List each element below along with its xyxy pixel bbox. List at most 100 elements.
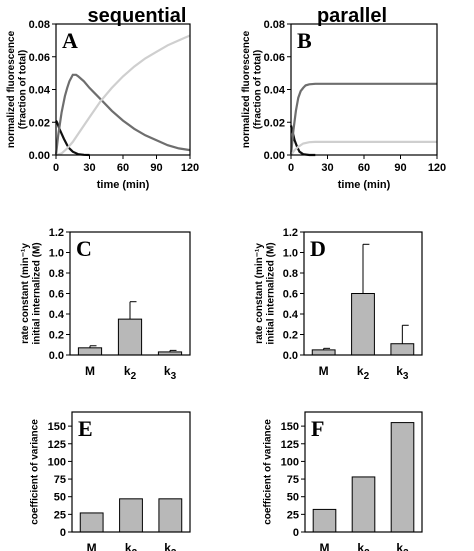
y-tick-label: 125	[281, 439, 299, 451]
y-tick-label: 1.2	[283, 227, 298, 239]
y-tick-label: 25	[287, 509, 299, 521]
y-tick-label: 0.8	[283, 268, 298, 280]
plot-frame	[69, 231, 191, 356]
y-tick-label: 0.0	[283, 350, 298, 362]
category-label-3: k3	[396, 541, 409, 551]
y-tick-label: 0.02	[29, 117, 50, 129]
x-tick-label: 120	[428, 162, 446, 174]
y-tick-label: 50	[287, 492, 299, 504]
category-label-2: k2	[357, 364, 370, 382]
y-tick-label: 0.04	[29, 85, 51, 97]
y-tick-label: 50	[54, 492, 66, 504]
y-tick-label: 0.02	[264, 117, 285, 129]
category-label-main: M	[87, 541, 97, 551]
y-tick-label: 125	[48, 439, 66, 451]
plot-frame	[55, 23, 191, 156]
x-tick-label: 0	[288, 162, 294, 174]
y-tick-label: 1.2	[49, 227, 64, 239]
series-line-1	[55, 120, 90, 157]
category-label-3: k3	[396, 364, 409, 382]
category-label-main: k	[396, 541, 403, 551]
x-tick-label: 60	[117, 162, 129, 174]
category-label-subscript: 2	[131, 371, 137, 382]
plot-frame	[290, 23, 438, 156]
y-tick-label: 0	[60, 527, 66, 539]
y-axis-label-line: coefficient of variance	[263, 419, 274, 525]
x-tick-label: 120	[181, 162, 199, 174]
category-label-subscript: 3	[403, 371, 409, 382]
y-tick-label: 1.0	[49, 248, 64, 260]
y-tick-label: 0.4	[283, 309, 299, 321]
y-axis-label: rate constant (min⁻¹yinitial internalize…	[20, 242, 43, 344]
panel-letter-A: A	[62, 28, 78, 53]
x-axis-label: time (min)	[97, 179, 150, 191]
bar-3	[158, 498, 183, 533]
y-tick-label: 0.08	[264, 19, 285, 31]
category-label-1: M	[87, 541, 97, 551]
category-label-main: k	[164, 364, 171, 378]
y-tick-label: 100	[281, 456, 299, 468]
y-tick-label: 75	[287, 474, 299, 486]
y-axis-label-line: (fraction of total)	[253, 50, 264, 129]
y-axis-label-line: initial internalized (M)	[266, 242, 277, 344]
column-title-sequential: sequential	[88, 5, 187, 27]
y-tick-label: 0.6	[283, 289, 298, 301]
series-line-2	[54, 73, 191, 156]
plot-frame	[304, 411, 423, 533]
category-label-2: k2	[357, 541, 370, 551]
panel-letter-D: D	[310, 236, 326, 261]
y-axis-label: normalized fluorescence(fraction of tota…	[241, 30, 264, 148]
y-tick-label: 0.08	[29, 19, 50, 31]
category-label-subscript: 3	[171, 371, 177, 382]
category-label-main: M	[85, 364, 95, 378]
panel-letter-F: F	[311, 416, 324, 441]
x-tick-label: 90	[394, 162, 406, 174]
column-title-parallel: parallel	[317, 5, 387, 27]
category-label-main: M	[320, 541, 330, 551]
category-label-main: k	[396, 364, 403, 378]
bar-2	[117, 318, 143, 356]
y-tick-label: 0.00	[264, 150, 285, 162]
y-axis-label: rate constant (min⁻¹yinitial internalize…	[254, 242, 277, 344]
plot-frame	[71, 411, 191, 533]
category-label-main: k	[164, 541, 171, 551]
category-label-1: M	[320, 541, 330, 551]
bar-2	[119, 498, 143, 533]
y-tick-label: 0.2	[283, 330, 298, 342]
category-label-3: k3	[164, 364, 177, 382]
x-tick-label: 0	[53, 162, 59, 174]
y-tick-label: 100	[48, 456, 66, 468]
category-label-subscript: 3	[403, 548, 409, 551]
category-label-3: k3	[164, 541, 177, 551]
bar-1	[79, 512, 104, 533]
y-tick-label: 0.06	[29, 52, 50, 64]
series-line-3	[55, 34, 191, 157]
y-tick-label: 25	[54, 509, 66, 521]
y-axis-label: coefficient of variance	[30, 419, 41, 525]
bar-1	[77, 347, 103, 356]
panel-letter-C: C	[76, 236, 92, 261]
x-axis-label: time (min)	[338, 179, 391, 191]
x-tick-label: 60	[358, 162, 370, 174]
bar-1	[311, 349, 336, 356]
y-axis-label-line: coefficient of variance	[30, 419, 41, 525]
category-label-subscript: 2	[364, 371, 370, 382]
y-axis-label-line: rate constant (min⁻¹y	[20, 243, 31, 344]
panel-letter-B: B	[297, 28, 312, 53]
y-axis-label-line: (fraction of total)	[18, 50, 29, 129]
category-label-1: M	[85, 364, 95, 378]
y-axis-label-line: rate constant (min⁻¹y	[254, 243, 265, 344]
category-label-subscript: 2	[364, 548, 370, 551]
y-tick-label: 1.0	[283, 248, 298, 260]
x-tick-label: 30	[83, 162, 95, 174]
category-label-2: k2	[124, 364, 137, 382]
y-tick-label: 0.8	[49, 268, 64, 280]
plot-frame	[303, 231, 423, 356]
y-tick-label: 0.6	[49, 289, 64, 301]
series-line-3	[290, 140, 437, 156]
